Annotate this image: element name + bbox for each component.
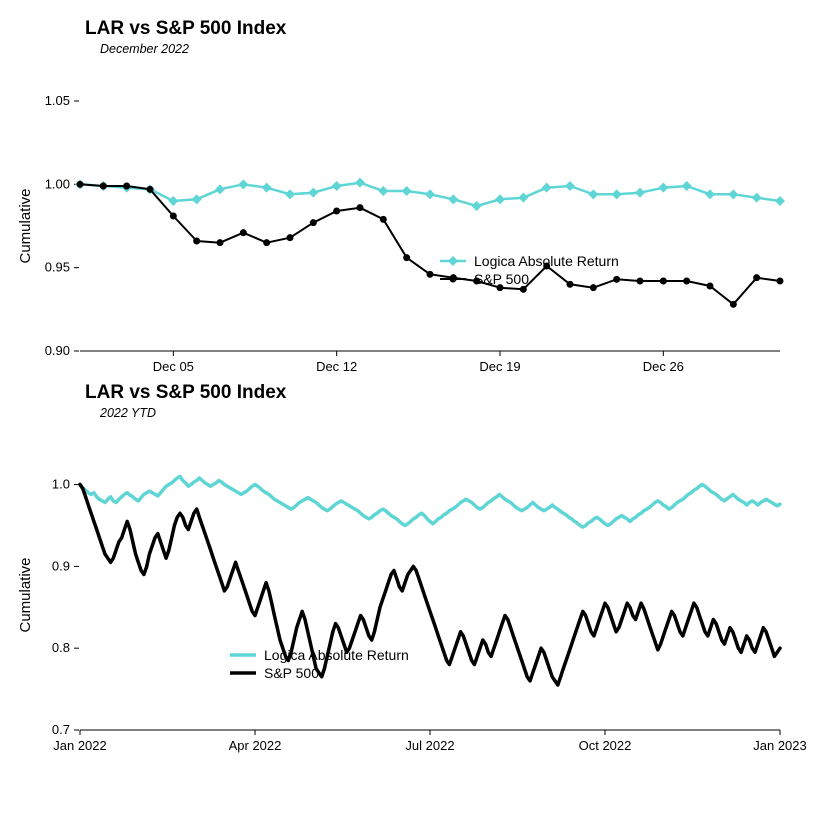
svg-text:0.8: 0.8 <box>52 640 70 655</box>
svg-text:Dec 26: Dec 26 <box>643 359 684 374</box>
svg-text:Dec 12: Dec 12 <box>316 359 357 374</box>
svg-text:1.0: 1.0 <box>52 477 70 492</box>
svg-text:Dec 19: Dec 19 <box>479 359 520 374</box>
svg-text:0.7: 0.7 <box>52 722 70 737</box>
svg-text:Apr 2022: Apr 2022 <box>229 738 282 753</box>
svg-text:0.95: 0.95 <box>45 260 70 275</box>
svg-text:Jul 2022: Jul 2022 <box>405 738 454 753</box>
svg-text:S&P 500: S&P 500 <box>474 271 529 287</box>
svg-text:0.90: 0.90 <box>45 343 70 358</box>
svg-text:S&P 500: S&P 500 <box>264 665 319 681</box>
svg-text:Logica Absolute Return: Logica Absolute Return <box>474 253 619 269</box>
chart2-title: LAR vs S&P 500 Index <box>0 382 818 404</box>
svg-text:1.00: 1.00 <box>45 176 70 191</box>
chart2-plot: 0.7 0.8 0.9 1.0 Jan 2022 Apr 2022 Jul 2022 Oct … <box>0 420 818 770</box>
chart-top: LAR vs S&P 500 Index December 2022 0.900… <box>0 0 818 376</box>
svg-text:Jan 2022: Jan 2022 <box>53 738 107 753</box>
svg-text:0.9: 0.9 <box>52 558 70 573</box>
svg-text:Dec 05: Dec 05 <box>153 359 194 374</box>
chart-bottom: LAR vs S&P 500 Index 2022 YTD 0.7 0.8 0.9 1… <box>0 376 818 770</box>
chart1-plot: 0.90 0.95 1.00 1.05 Dec 05 Dec 12 Dec 19 Dec 26… <box>0 56 818 376</box>
svg-text:1.05: 1.05 <box>45 93 70 108</box>
chart1-subtitle: December 2022 <box>0 42 818 56</box>
svg-text:Logica Absolute Return: Logica Absolute Return <box>264 647 409 663</box>
chart1-title: LAR vs S&P 500 Index <box>0 18 818 40</box>
chart2-subtitle: 2022 YTD <box>0 406 818 420</box>
svg-text:Oct 2022: Oct 2022 <box>579 738 632 753</box>
svg-text:Jan 2023: Jan 2023 <box>753 738 807 753</box>
svg-text:Cumulative: Cumulative <box>17 557 34 632</box>
svg-text:Cumulative: Cumulative <box>17 188 34 263</box>
